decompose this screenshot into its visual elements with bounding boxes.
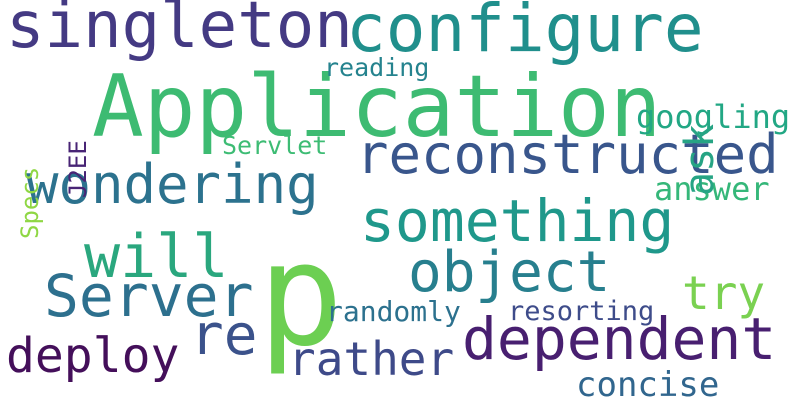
word-resorting: resorting	[508, 296, 655, 327]
word-will: will	[84, 222, 229, 292]
word-googling: googling	[636, 98, 791, 136]
word-configure: configure	[346, 0, 704, 67]
word-rather: rather	[288, 332, 455, 386]
word-specs: Specs	[16, 167, 44, 240]
word-singleton: singleton	[6, 0, 353, 63]
word-randomly: randomly	[326, 295, 461, 328]
word-servlet: Servlet	[222, 131, 328, 160]
word-re: re	[190, 303, 258, 368]
word-try: try	[682, 266, 766, 320]
word-deploy: deploy	[6, 328, 180, 384]
word-answer: answer	[654, 170, 770, 208]
word-p: p	[258, 213, 344, 378]
word-ask: ask	[677, 124, 723, 197]
word-reconstructed: reconstructed	[356, 123, 779, 186]
word-something: something	[360, 187, 675, 255]
word-application: Application	[92, 57, 662, 157]
word-wondering: wondering	[26, 153, 319, 216]
word-object: object	[408, 240, 611, 305]
word-reading: reading	[324, 53, 430, 82]
word-j2ee: J2EE	[64, 140, 92, 198]
word-dependent: dependent	[462, 305, 777, 373]
word-server: Server	[44, 262, 254, 330]
word-concise: concise	[576, 365, 720, 400]
